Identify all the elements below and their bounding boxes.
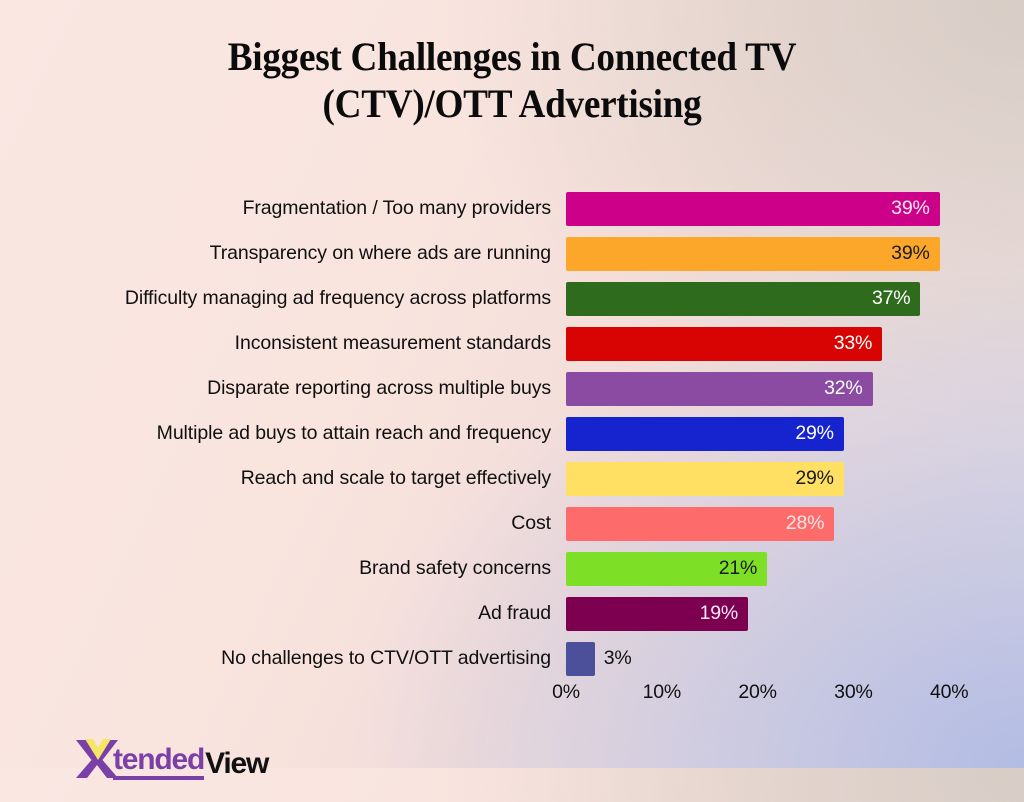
- bar[interactable]: 37%: [566, 281, 921, 316]
- chart-title: Biggest Challenges in Connected TV (CTV)…: [227, 34, 797, 126]
- bar[interactable]: 29%: [566, 416, 844, 451]
- bar[interactable]: 33%: [566, 326, 883, 361]
- bar-row: Disparate reporting across multiple buys…: [0, 366, 1024, 411]
- bar-value-label: 29%: [795, 467, 834, 489]
- x-axis-tick: 0%: [552, 681, 580, 703]
- bar-chart-plot: Fragmentation / Too many providers 39% Tra…: [0, 186, 1024, 681]
- bar-track: 3%: [551, 636, 1024, 681]
- bar-value-label: 37%: [872, 287, 911, 309]
- bar-row: Ad fraud 19%: [0, 591, 1024, 636]
- bar[interactable]: 21%: [566, 551, 768, 586]
- category-label: Multiple ad buys to attain reach and fre…: [156, 422, 551, 444]
- category-label: Brand safety concerns: [359, 557, 551, 579]
- bar-value-label: 29%: [795, 422, 834, 444]
- category-label: Ad fraud: [478, 602, 551, 624]
- bar-value-label: 28%: [785, 512, 825, 534]
- category-label: Fragmentation / Too many providers: [242, 197, 552, 219]
- bar-track: 29%: [551, 411, 1024, 456]
- bar-value-label: 39%: [891, 242, 930, 264]
- bar[interactable]: [566, 641, 595, 676]
- bar-track: 21%: [551, 546, 1024, 591]
- category-label: Cost: [511, 512, 551, 534]
- bar-value-label: 39%: [891, 197, 930, 219]
- category-label: Difficulty managing ad frequency across …: [124, 287, 551, 309]
- category-label: Reach and scale to target effectively: [240, 467, 551, 489]
- bar-row: Inconsistent measurement standards 33%: [0, 321, 1024, 366]
- category-label: No challenges to CTV/OTT advertising: [221, 647, 551, 669]
- bar-row: Multiple ad buys to attain reach and fre…: [0, 411, 1024, 456]
- x-axis: 0% 10% 20% 30% 40%: [0, 681, 1024, 711]
- bar-track: 32%: [551, 366, 1024, 411]
- bar-value-label: 33%: [833, 332, 873, 354]
- bar-row: Cost 28%: [0, 501, 1024, 546]
- bar-track: 19%: [551, 591, 1024, 636]
- bar-value-label: 32%: [824, 377, 863, 399]
- bar[interactable]: 39%: [566, 191, 940, 226]
- x-axis-tick: 40%: [929, 681, 969, 703]
- logo-text-view: View: [205, 747, 269, 780]
- bar-row: Brand safety concerns 21%: [0, 546, 1024, 591]
- bar-row: Fragmentation / Too many providers 39%: [0, 186, 1024, 231]
- bar[interactable]: 32%: [566, 371, 873, 406]
- bar-track: 29%: [551, 456, 1024, 501]
- bar[interactable]: 29%: [566, 461, 844, 496]
- bar-track: 37%: [551, 276, 1024, 321]
- x-axis-tick: 20%: [738, 681, 777, 703]
- bar-track: 28%: [551, 501, 1024, 546]
- bar-value-label: 19%: [699, 602, 739, 624]
- x-axis-tick: 30%: [834, 681, 873, 703]
- bar-track: 39%: [551, 186, 1024, 231]
- bar-row: Difficulty managing ad frequency across …: [0, 276, 1024, 321]
- bar-value-label: 3%: [603, 647, 632, 669]
- bar-track: 39%: [551, 231, 1024, 276]
- category-label: Transparency on where ads are running: [209, 242, 551, 264]
- bar-row: Reach and scale to target effectively 29%: [0, 456, 1024, 501]
- bar-row: No challenges to CTV/OTT advertising 3%: [0, 636, 1024, 681]
- category-label: Disparate reporting across multiple buys: [207, 377, 551, 399]
- x-axis-tick: 10%: [642, 681, 682, 703]
- bar-track: 33%: [551, 321, 1024, 366]
- bar-value-label: 21%: [718, 557, 758, 579]
- bar[interactable]: 19%: [566, 596, 749, 631]
- xtendedview-logo: tended View: [74, 736, 269, 780]
- bar[interactable]: 28%: [566, 506, 835, 541]
- logo-text-tended: tended: [113, 745, 205, 780]
- bar-row: Transparency on where ads are running 39%: [0, 231, 1024, 276]
- category-label: Inconsistent measurement standards: [234, 332, 551, 354]
- bar[interactable]: 39%: [566, 236, 940, 271]
